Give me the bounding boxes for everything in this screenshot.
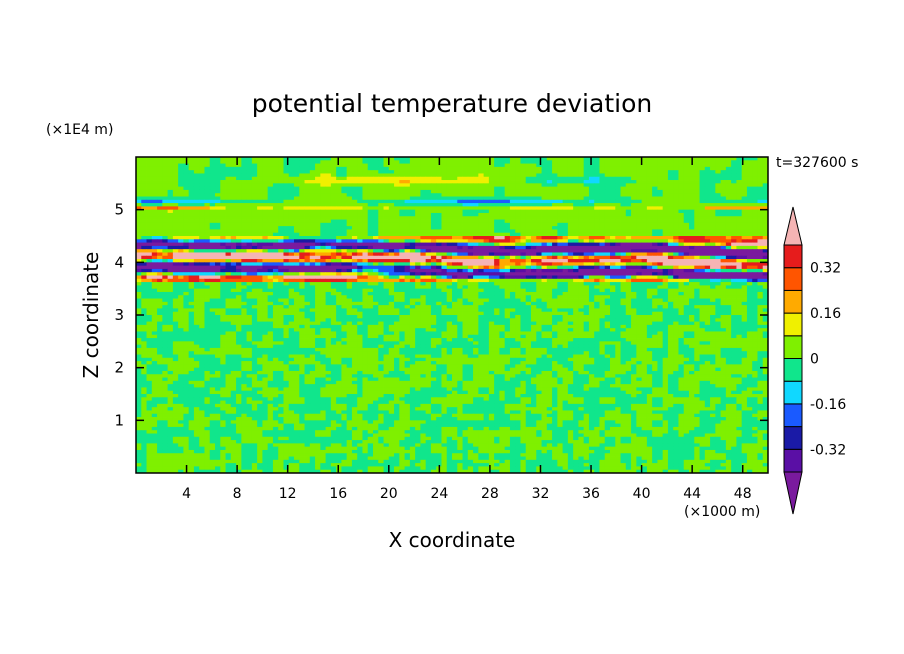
x-tick-label-6: 28 — [481, 486, 499, 502]
colorbar-label-2: 0 — [810, 352, 819, 368]
y-tick-label-1: 2 — [114, 359, 124, 377]
x-tick-label-10: 44 — [683, 486, 701, 502]
colorbar-swatch-7 — [783, 289, 803, 314]
colorbar-label-1: 0.16 — [810, 306, 841, 322]
x-axis-ticks: 4 8 12 16 20 24 28 32 36 40 44 48 — [182, 157, 752, 502]
colorbar-swatch-9 — [783, 244, 803, 269]
colorbar-under-triangle — [783, 471, 803, 515]
x-tick-label-8: 36 — [582, 486, 600, 502]
y-axis-ticks: 1 2 3 4 5 — [114, 201, 768, 429]
colorbar-label-0: 0.32 — [810, 261, 841, 277]
colorbar-swatch-1 — [783, 426, 803, 450]
plot-field — [136, 157, 768, 473]
x-tick-label-7: 32 — [532, 486, 550, 502]
x-tick-label-0: 4 — [182, 486, 191, 502]
x-tick-label-9: 40 — [633, 486, 651, 502]
y-tick-label-2: 3 — [114, 306, 124, 324]
x-tick-label-5: 24 — [430, 486, 448, 502]
x-unit-label: (×1000 m) — [684, 504, 760, 520]
chart-title: potential temperature deviation — [252, 89, 652, 118]
colorbar-label-3: -0.16 — [810, 397, 846, 413]
time-label: t=327600 s — [776, 155, 858, 171]
x-tick-label-3: 16 — [329, 486, 347, 502]
x-tick-label-4: 20 — [380, 486, 398, 502]
colorbar-swatch-4 — [783, 358, 803, 382]
colorbar-swatch-3 — [783, 380, 803, 405]
colorbar-over-triangle — [783, 206, 803, 246]
y-axis-label: Z coordinate — [79, 252, 103, 379]
colorbar-swatch-6 — [783, 312, 803, 337]
colorbar-swatch-5 — [783, 335, 803, 359]
y-tick-label-4: 5 — [114, 201, 124, 219]
y-tick-label-0: 1 — [114, 411, 124, 429]
colorbar: 0.32 0.16 0 -0.16 -0.32 — [783, 206, 846, 515]
x-axis-label: X coordinate — [389, 528, 516, 552]
x-tick-label-2: 12 — [279, 486, 297, 502]
y-unit-label: (×1E4 m) — [46, 122, 113, 138]
y-tick-label-3: 4 — [114, 253, 124, 271]
x-tick-label-11: 48 — [734, 486, 752, 502]
x-tick-label-1: 8 — [233, 486, 242, 502]
colorbar-label-4: -0.32 — [810, 442, 846, 458]
colorbar-swatch-2 — [783, 403, 803, 428]
colorbar-swatch-8 — [783, 267, 803, 291]
colorbar-swatch-0 — [783, 448, 803, 473]
